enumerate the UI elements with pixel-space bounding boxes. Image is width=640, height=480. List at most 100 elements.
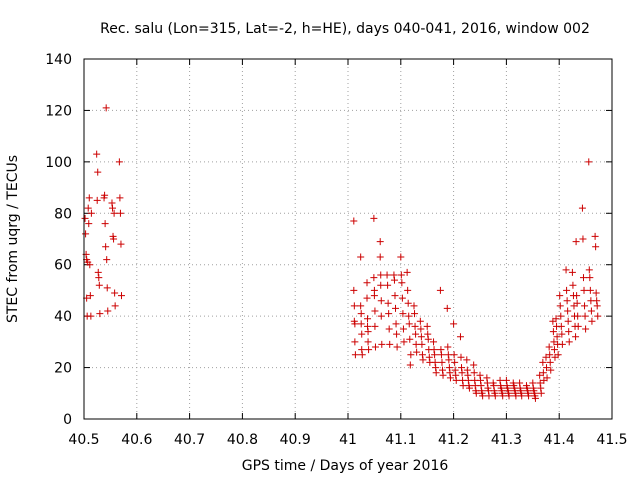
data-point [593, 297, 601, 305]
data-point [103, 256, 111, 264]
y-tick-label: 40 [54, 309, 72, 325]
data-point [565, 328, 573, 336]
data-point [405, 312, 413, 320]
data-point [371, 322, 379, 330]
y-tick-label: 80 [54, 206, 72, 222]
plot-frame [83, 58, 613, 420]
data-point [87, 312, 95, 320]
data-point [556, 302, 564, 310]
data-point [574, 312, 582, 320]
data-point [390, 276, 398, 284]
data-point [101, 191, 109, 199]
data-point [377, 281, 385, 289]
data-point [450, 351, 458, 359]
data-point [95, 281, 103, 289]
x-tick-label: 41.1 [385, 432, 416, 448]
data-point [443, 304, 451, 312]
data-point [411, 322, 419, 330]
data-point [518, 392, 526, 400]
data-point [386, 340, 394, 348]
data-point [565, 338, 573, 346]
data-point [84, 204, 92, 212]
data-point [463, 356, 471, 364]
data-point [558, 340, 566, 348]
data-point [82, 230, 90, 238]
data-point [406, 361, 414, 369]
y-axis-label: STEC from uqrg / TECUs [5, 155, 21, 323]
data-point [563, 286, 571, 294]
data-point [591, 232, 599, 240]
data-point [115, 158, 123, 166]
data-point [364, 315, 372, 323]
data-point [537, 384, 545, 392]
data-point [572, 333, 580, 341]
data-point [430, 338, 438, 346]
data-point [581, 312, 589, 320]
x-tick-label: 40.7 [174, 432, 205, 448]
x-tick-label: 41 [339, 432, 357, 448]
data-point [424, 335, 432, 343]
data-point [432, 364, 440, 372]
data-point [573, 299, 581, 307]
data-point [116, 209, 124, 217]
data-point [554, 351, 562, 359]
data-point [430, 346, 438, 354]
data-point [502, 376, 510, 384]
data-point [385, 310, 393, 318]
data-point [585, 266, 593, 274]
data-point [413, 348, 421, 356]
x-tick-label: 41.5 [596, 432, 627, 448]
data-point [444, 343, 452, 351]
data-point [117, 240, 125, 248]
data-point [445, 356, 453, 364]
data-point [491, 392, 499, 400]
data-point [552, 315, 560, 323]
data-point [357, 302, 365, 310]
data-point [393, 330, 401, 338]
data-point [404, 286, 412, 294]
data-point [553, 333, 561, 341]
data-point [564, 317, 572, 325]
data-point [350, 286, 358, 294]
data-point [465, 384, 473, 392]
data-point [365, 346, 373, 354]
data-point [94, 168, 102, 176]
data-point [431, 358, 439, 366]
data-point [390, 271, 398, 279]
y-tick-label: 0 [63, 412, 72, 428]
data-point [542, 353, 550, 361]
data-point [392, 304, 400, 312]
data-point [476, 371, 484, 379]
data-point [463, 366, 471, 374]
data-point [81, 214, 89, 222]
data-point [550, 346, 558, 354]
data-point [490, 382, 498, 390]
data-point [351, 338, 359, 346]
data-point [358, 330, 366, 338]
x-axis-ticks: 40.5 40.6 40.7 40.8 40.9 41 41.1 41.2 41.3 41.4 41… [68, 59, 628, 448]
data-point [573, 292, 581, 300]
data-point [556, 292, 564, 300]
data-point [377, 297, 385, 305]
data-point [94, 268, 102, 276]
data-point [398, 279, 406, 287]
data-point [439, 371, 447, 379]
data-point [363, 279, 371, 287]
data-point [383, 271, 391, 279]
data-point [451, 366, 459, 374]
data-point [550, 338, 558, 346]
y-tick-label: 120 [45, 103, 72, 119]
data-point [539, 369, 547, 377]
data-point [557, 322, 565, 330]
data-point [87, 209, 95, 217]
data-point [588, 317, 596, 325]
data-point [86, 292, 94, 300]
data-point [437, 346, 445, 354]
data-point [384, 281, 392, 289]
chart-title: Rec. salu (Lon=315, Lat=-2, h=HE), days … [100, 21, 590, 37]
data-point [104, 307, 112, 315]
data-point [564, 307, 572, 315]
data-point [397, 253, 405, 261]
data-point [108, 199, 116, 207]
data-point [543, 374, 551, 382]
